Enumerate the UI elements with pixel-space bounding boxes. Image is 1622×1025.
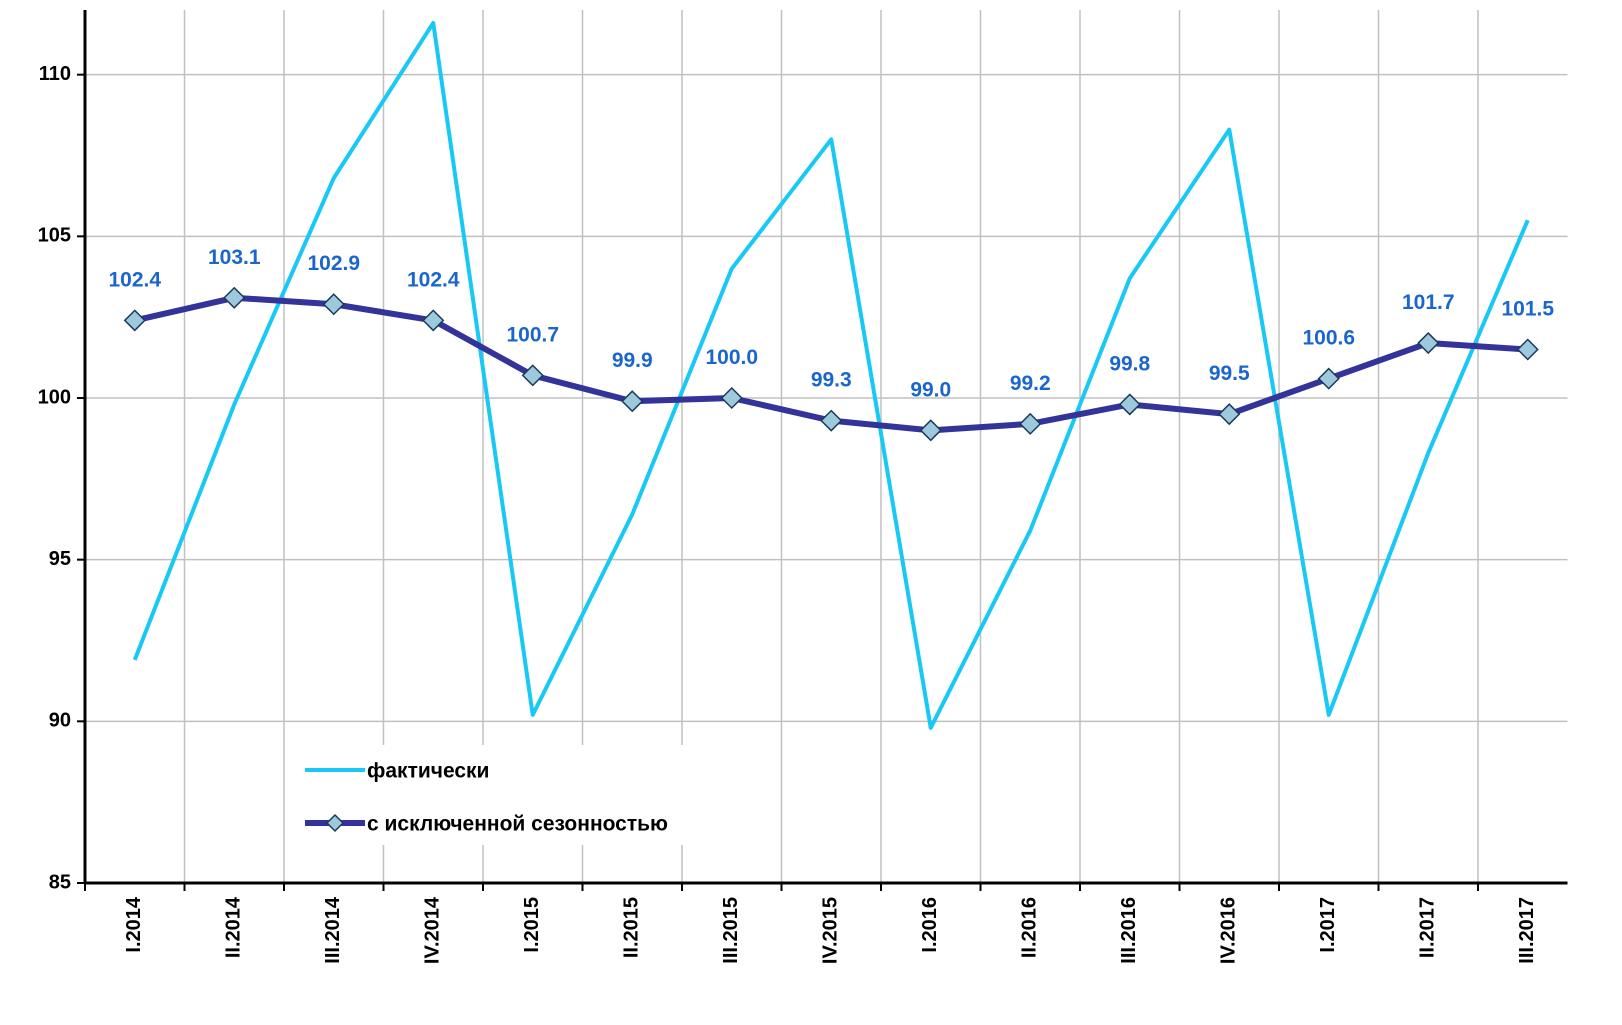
marker — [1118, 393, 1141, 416]
marker — [223, 286, 246, 309]
x-tick-label: II.2017 — [1417, 897, 1439, 958]
value-label: 102.4 — [108, 268, 161, 291]
y-tick-label: 85 — [49, 871, 71, 893]
series-line — [132, 20, 1530, 730]
marker — [521, 364, 544, 387]
x-tick-label: III.2017 — [1516, 897, 1538, 964]
legend-label: с исключенной сезонностью — [367, 813, 668, 836]
value-label: 99.0 — [910, 378, 951, 401]
value-label: 100.0 — [705, 346, 758, 369]
x-tick-label: III.2016 — [1118, 897, 1140, 964]
value-label: 99.8 — [1109, 352, 1150, 375]
value-label: 102.9 — [307, 252, 360, 275]
marker — [1516, 338, 1539, 361]
marker — [1019, 412, 1042, 435]
value-label: 99.5 — [1209, 362, 1250, 385]
y-tick-label: 105 — [38, 225, 71, 247]
value-label: 103.1 — [208, 246, 261, 269]
value-label: 99.3 — [811, 369, 852, 392]
value-label: 99.2 — [1010, 372, 1051, 395]
marker — [123, 309, 146, 332]
marker — [820, 409, 843, 432]
x-tick-label: I.2015 — [521, 897, 543, 953]
value-label: 101.5 — [1501, 298, 1554, 321]
x-tick-label: IV.2015 — [820, 897, 842, 964]
x-tick-label: I.2014 — [123, 896, 145, 952]
marker — [720, 386, 743, 410]
legend-label: фактически — [367, 760, 489, 783]
x-tick-label: I.2016 — [919, 897, 941, 953]
x-tick-label: II.2015 — [621, 897, 643, 958]
x-tick-label: II.2014 — [223, 896, 245, 958]
value-label: 100.7 — [506, 323, 559, 346]
x-tick-label: I.2017 — [1317, 897, 1339, 953]
marker — [1218, 403, 1241, 426]
marker — [1317, 367, 1340, 390]
y-tick-label: 90 — [49, 710, 71, 732]
value-label: 99.9 — [612, 349, 653, 372]
x-tick-label: IV.2016 — [1218, 897, 1240, 964]
marker — [322, 293, 345, 316]
marker — [1417, 331, 1440, 355]
y-tick-label: 100 — [38, 386, 71, 408]
marker — [621, 390, 644, 413]
marker — [919, 419, 942, 442]
value-label: 102.4 — [407, 268, 460, 291]
x-tick-label: III.2014 — [322, 896, 344, 964]
x-tick-label: III.2015 — [720, 897, 742, 964]
y-tick-label: 110 — [39, 63, 71, 85]
x-tick-label: IV.2014 — [422, 896, 444, 964]
x-tick-label: II.2016 — [1019, 897, 1041, 958]
legend-marker — [325, 813, 345, 833]
marker — [422, 309, 445, 332]
value-label: 101.7 — [1402, 291, 1455, 314]
legend-box — [290, 745, 770, 845]
value-label: 100.6 — [1302, 327, 1355, 350]
y-tick-label: 95 — [49, 548, 71, 570]
